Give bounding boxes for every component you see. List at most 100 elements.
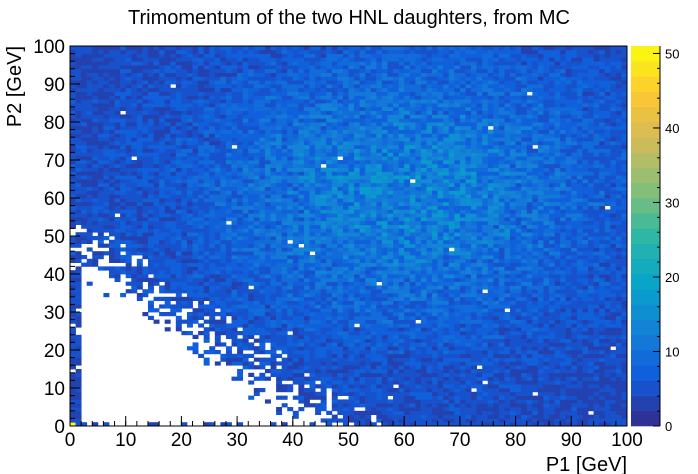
heatmap-bin xyxy=(92,209,99,214)
heatmap-bin xyxy=(298,304,305,309)
heatmap-bin xyxy=(292,334,299,339)
heatmap-bin xyxy=(398,91,405,96)
heatmap-bin xyxy=(120,49,127,54)
heatmap-bin xyxy=(393,369,400,374)
heatmap-bin xyxy=(320,228,327,233)
heatmap-bin xyxy=(125,247,132,252)
heatmap-bin xyxy=(331,327,338,332)
heatmap-bin xyxy=(365,224,372,229)
heatmap-bin xyxy=(170,312,177,317)
heatmap-bin xyxy=(342,300,349,305)
heatmap-bin xyxy=(242,323,249,328)
heatmap-bin xyxy=(303,236,310,241)
heatmap-bin xyxy=(70,95,76,100)
heatmap-bin xyxy=(264,125,271,130)
heatmap-bin xyxy=(393,152,400,157)
heatmap-bin xyxy=(231,61,238,66)
heatmap-bin xyxy=(359,300,366,305)
heatmap-bin xyxy=(75,163,82,168)
heatmap-bin xyxy=(381,395,388,400)
heatmap-bin xyxy=(398,422,405,427)
heatmap-bin xyxy=(214,103,221,108)
heatmap-bin xyxy=(153,106,160,111)
heatmap-bin xyxy=(393,57,400,62)
heatmap-bin xyxy=(136,186,143,191)
heatmap-bin xyxy=(192,342,199,347)
heatmap-bin xyxy=(370,255,377,260)
heatmap-bin xyxy=(398,395,405,400)
heatmap-bin xyxy=(348,122,355,127)
heatmap-bin xyxy=(231,304,238,309)
heatmap-bin xyxy=(264,217,271,222)
heatmap-bin xyxy=(214,217,221,222)
heatmap-bin xyxy=(164,220,171,225)
heatmap-bin xyxy=(136,266,143,271)
heatmap-bin xyxy=(209,224,216,229)
heatmap-bin xyxy=(354,68,361,73)
heatmap-bin xyxy=(181,80,188,85)
heatmap-bin xyxy=(303,61,310,66)
heatmap-bin xyxy=(303,255,310,260)
heatmap-bin xyxy=(214,106,221,111)
heatmap-bin xyxy=(259,95,266,100)
heatmap-bin xyxy=(309,228,316,233)
heatmap-bin xyxy=(381,106,388,111)
heatmap-bin xyxy=(125,220,132,225)
heatmap-bin xyxy=(281,133,288,138)
heatmap-bin xyxy=(376,129,383,134)
heatmap-bin xyxy=(170,258,177,263)
heatmap-bin xyxy=(253,148,260,153)
heatmap-bin xyxy=(103,190,110,195)
heatmap-bin xyxy=(214,87,221,92)
heatmap-bin xyxy=(108,144,115,149)
heatmap-bin xyxy=(159,220,166,225)
heatmap-bin xyxy=(342,53,349,58)
heatmap-bin xyxy=(359,186,366,191)
heatmap-bin xyxy=(359,266,366,271)
heatmap-bin xyxy=(404,194,411,199)
heatmap-bin xyxy=(292,76,299,81)
heatmap-bin xyxy=(387,308,394,313)
heatmap-bin xyxy=(153,179,160,184)
heatmap-bin xyxy=(181,95,188,100)
heatmap-bin xyxy=(315,293,322,298)
heatmap-bin xyxy=(381,80,388,85)
heatmap-bin xyxy=(170,137,177,142)
heatmap-bin xyxy=(153,91,160,96)
heatmap-bin xyxy=(398,281,405,286)
heatmap-bin xyxy=(142,236,149,241)
heatmap-bin xyxy=(303,308,310,313)
heatmap-bin xyxy=(315,342,322,347)
heatmap-bin xyxy=(342,270,349,275)
heatmap-bin xyxy=(376,334,383,339)
heatmap-bin xyxy=(108,49,115,54)
heatmap-bin xyxy=(164,179,171,184)
heatmap-bin xyxy=(186,114,193,119)
heatmap-bin xyxy=(337,300,344,305)
heatmap-bin xyxy=(103,224,110,229)
heatmap-bin xyxy=(203,84,210,89)
heatmap-bin xyxy=(320,156,327,161)
heatmap-bin xyxy=(381,293,388,298)
heatmap-bin xyxy=(315,285,322,290)
heatmap-bin xyxy=(259,281,266,286)
heatmap-bin xyxy=(186,346,193,351)
heatmap-bin xyxy=(248,106,255,111)
heatmap-bin xyxy=(198,289,205,294)
heatmap-bin xyxy=(381,160,388,165)
heatmap-bin xyxy=(70,414,76,419)
heatmap-bin xyxy=(103,194,110,199)
heatmap-bin xyxy=(86,110,93,115)
heatmap-bin xyxy=(203,266,210,271)
heatmap-bin xyxy=(348,110,355,115)
heatmap-bin xyxy=(370,179,377,184)
heatmap-bin xyxy=(225,236,232,241)
heatmap-bin xyxy=(270,103,277,108)
heatmap-bin xyxy=(242,262,249,267)
heatmap-bin xyxy=(108,53,115,58)
heatmap-bin xyxy=(225,357,232,362)
heatmap-bin xyxy=(387,262,394,267)
heatmap-bin xyxy=(120,103,127,108)
heatmap-bin xyxy=(108,61,115,66)
heatmap-bin xyxy=(281,144,288,149)
